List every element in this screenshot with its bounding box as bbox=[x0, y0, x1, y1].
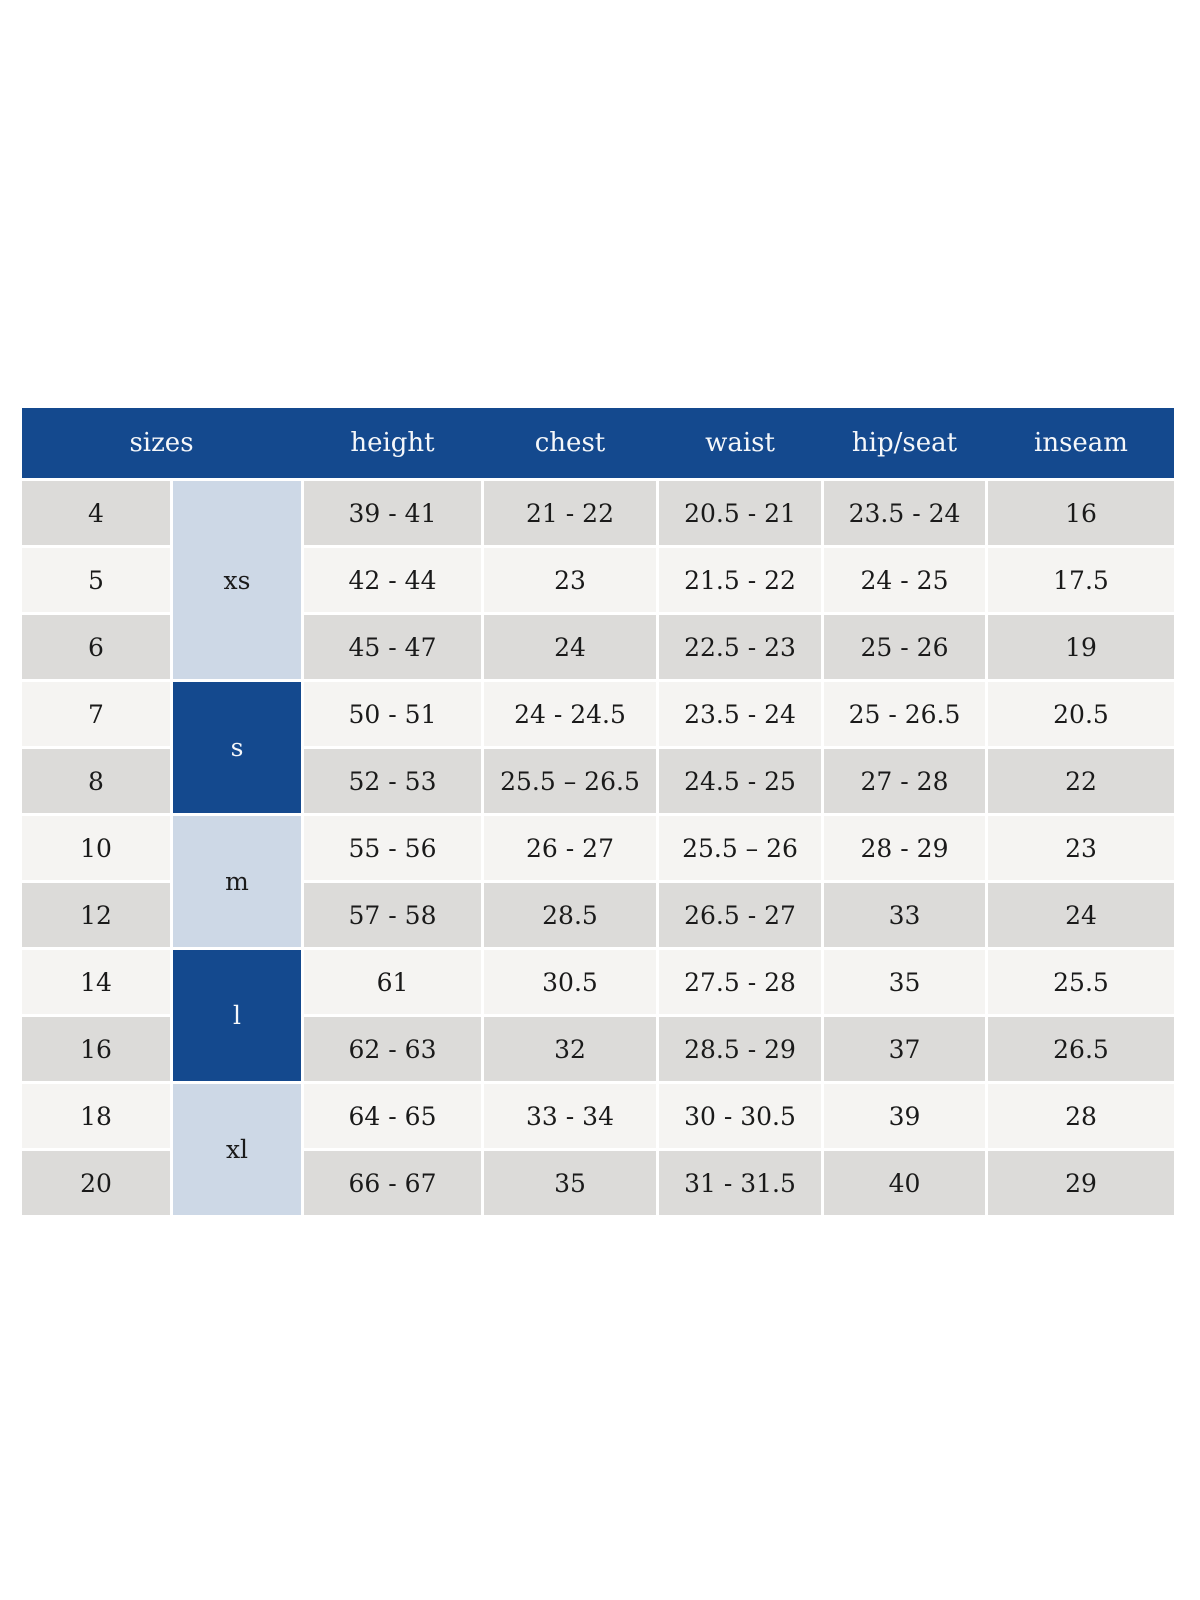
hip-seat-cell: 27 - 28 bbox=[824, 749, 985, 813]
height-cell: 57 - 58 bbox=[304, 883, 481, 947]
size-cell: 18 bbox=[22, 1084, 170, 1148]
hip-seat-cell: 24 - 25 bbox=[824, 548, 985, 612]
height-cell: 62 - 63 bbox=[304, 1017, 481, 1081]
waist-cell: 21.5 - 22 bbox=[659, 548, 821, 612]
chest-cell: 25.5 – 26.5 bbox=[484, 749, 656, 813]
height-cell: 66 - 67 bbox=[304, 1151, 481, 1215]
hip-seat-cell: 37 bbox=[824, 1017, 985, 1081]
size-group-cell-m: m bbox=[173, 816, 301, 947]
chest-cell: 24 - 24.5 bbox=[484, 682, 656, 746]
size-cell: 5 bbox=[22, 548, 170, 612]
inseam-cell: 22 bbox=[988, 749, 1174, 813]
column-header-inseam: inseam bbox=[988, 408, 1174, 478]
waist-cell: 27.5 - 28 bbox=[659, 950, 821, 1014]
table-row-size-16: 16 62 - 63 32 28.5 - 29 37 26.5 bbox=[22, 1017, 1174, 1081]
waist-cell: 31 - 31.5 bbox=[659, 1151, 821, 1215]
table-row-size-20: 20 66 - 67 35 31 - 31.5 40 29 bbox=[22, 1151, 1174, 1215]
table-row-size-4: 4 xs 39 - 41 21 - 22 20.5 - 21 23.5 - 24 16 bbox=[22, 481, 1174, 679]
table-body: 4 xs 39 - 41 21 - 22 20.5 - 21 23.5 - 24 16 5 42… bbox=[22, 481, 1174, 1215]
chest-cell: 32 bbox=[484, 1017, 656, 1081]
height-cell: 42 - 44 bbox=[304, 548, 481, 612]
waist-cell: 22.5 - 23 bbox=[659, 615, 821, 679]
size-group-cell-xs: xs bbox=[173, 481, 301, 679]
table-header: sizes height chest waist hip/seat inseam bbox=[22, 408, 1174, 478]
chest-cell: 23 bbox=[484, 548, 656, 612]
size-chart-table: sizes height chest waist hip/seat inseam 4 xs 3… bbox=[19, 405, 1177, 1218]
table-row-size-14: 14 l 61 30.5 27.5 - 28 35 25.5 bbox=[22, 950, 1174, 1081]
height-cell: 45 - 47 bbox=[304, 615, 481, 679]
size-group-cell-xl: xl bbox=[173, 1084, 301, 1215]
table-row-size-7: 7 s 50 - 51 24 - 24.5 23.5 - 24 25 - 26.5 20.5 bbox=[22, 682, 1174, 813]
waist-cell: 25.5 – 26 bbox=[659, 816, 821, 880]
column-header-hip-seat: hip/seat bbox=[824, 408, 988, 478]
header-row: sizes height chest waist hip/seat inseam bbox=[22, 408, 1174, 478]
table-row-size-10: 10 m 55 - 56 26 - 27 25.5 – 26 28 - 29 23 bbox=[22, 816, 1174, 947]
column-header-height: height bbox=[304, 408, 484, 478]
size-cell: 7 bbox=[22, 682, 170, 746]
hip-seat-cell: 25 - 26.5 bbox=[824, 682, 985, 746]
size-group-cell-l: l bbox=[173, 950, 301, 1081]
chest-cell: 35 bbox=[484, 1151, 656, 1215]
column-header-chest: chest bbox=[484, 408, 659, 478]
size-cell: 12 bbox=[22, 883, 170, 947]
size-cell: 20 bbox=[22, 1151, 170, 1215]
height-cell: 55 - 56 bbox=[304, 816, 481, 880]
chest-cell: 24 bbox=[484, 615, 656, 679]
height-cell: 64 - 65 bbox=[304, 1084, 481, 1148]
height-cell: 50 - 51 bbox=[304, 682, 481, 746]
table-row-size-8: 8 52 - 53 25.5 – 26.5 24.5 - 25 27 - 28 22 bbox=[22, 749, 1174, 813]
size-cell: 16 bbox=[22, 1017, 170, 1081]
size-cell: 14 bbox=[22, 950, 170, 1014]
table-row-size-6: 6 45 - 47 24 22.5 - 23 25 - 26 19 bbox=[22, 615, 1174, 679]
inseam-cell: 24 bbox=[988, 883, 1174, 947]
height-cell: 61 bbox=[304, 950, 481, 1014]
table-row-size-5: 5 42 - 44 23 21.5 - 22 24 - 25 17.5 bbox=[22, 548, 1174, 612]
inseam-cell: 26.5 bbox=[988, 1017, 1174, 1081]
inseam-cell: 25.5 bbox=[988, 950, 1174, 1014]
height-cell: 39 - 41 bbox=[304, 481, 481, 545]
hip-seat-cell: 39 bbox=[824, 1084, 985, 1148]
chest-cell: 30.5 bbox=[484, 950, 656, 1014]
hip-seat-cell: 33 bbox=[824, 883, 985, 947]
size-cell: 6 bbox=[22, 615, 170, 679]
size-group-cell-s: s bbox=[173, 682, 301, 813]
waist-cell: 28.5 - 29 bbox=[659, 1017, 821, 1081]
size-cell: 10 bbox=[22, 816, 170, 880]
table-row-size-18: 18 xl 64 - 65 33 - 34 30 - 30.5 39 28 bbox=[22, 1084, 1174, 1215]
waist-cell: 24.5 - 25 bbox=[659, 749, 821, 813]
hip-seat-cell: 40 bbox=[824, 1151, 985, 1215]
chest-cell: 21 - 22 bbox=[484, 481, 656, 545]
table-row-size-12: 12 57 - 58 28.5 26.5 - 27 33 24 bbox=[22, 883, 1174, 947]
inseam-cell: 23 bbox=[988, 816, 1174, 880]
inseam-cell: 28 bbox=[988, 1084, 1174, 1148]
hip-seat-cell: 35 bbox=[824, 950, 985, 1014]
size-cell: 4 bbox=[22, 481, 170, 545]
waist-cell: 23.5 - 24 bbox=[659, 682, 821, 746]
column-header-waist: waist bbox=[659, 408, 824, 478]
waist-cell: 30 - 30.5 bbox=[659, 1084, 821, 1148]
height-cell: 52 - 53 bbox=[304, 749, 481, 813]
inseam-cell: 19 bbox=[988, 615, 1174, 679]
inseam-cell: 29 bbox=[988, 1151, 1174, 1215]
chest-cell: 28.5 bbox=[484, 883, 656, 947]
inseam-cell: 16 bbox=[988, 481, 1174, 545]
inseam-cell: 20.5 bbox=[988, 682, 1174, 746]
hip-seat-cell: 25 - 26 bbox=[824, 615, 985, 679]
hip-seat-cell: 28 - 29 bbox=[824, 816, 985, 880]
inseam-cell: 17.5 bbox=[988, 548, 1174, 612]
waist-cell: 26.5 - 27 bbox=[659, 883, 821, 947]
chest-cell: 26 - 27 bbox=[484, 816, 656, 880]
chest-cell: 33 - 34 bbox=[484, 1084, 656, 1148]
column-header-sizes: sizes bbox=[22, 408, 304, 478]
waist-cell: 20.5 - 21 bbox=[659, 481, 821, 545]
hip-seat-cell: 23.5 - 24 bbox=[824, 481, 985, 545]
size-cell: 8 bbox=[22, 749, 170, 813]
